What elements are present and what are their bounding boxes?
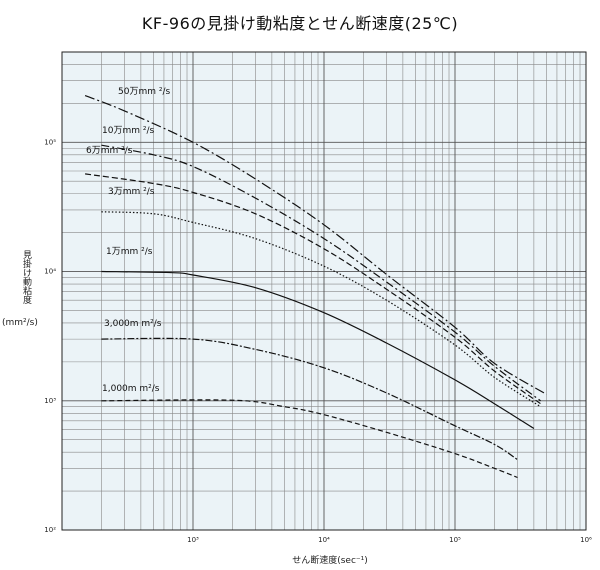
series-labels: 50万mm ²/s 10万mm ²/s 6万mm ²/s 3万mm ²/s 1万mm ²… [86, 87, 170, 394]
x-tick-label: 10³ [187, 536, 199, 544]
y-tick-label: 10⁴ [44, 268, 56, 276]
series-label-2: 6万mm ²/s [86, 146, 133, 156]
x-tick-label: 10⁶ [580, 536, 592, 544]
y-tick-label: 10² [44, 526, 56, 534]
series-label-5: 3,000m m²/s [104, 319, 162, 329]
y-axis-label: 見掛け動粘度 [21, 250, 31, 304]
series-label-1: 10万mm ²/s [102, 126, 154, 136]
x-axis-label: せん断速度(sec⁻¹) [292, 556, 368, 566]
y-tick-label: 10⁵ [44, 138, 56, 146]
series-line-2 [85, 173, 541, 405]
x-tick-label: 10⁴ [318, 536, 330, 544]
series-label-4: 1万mm ²/s [106, 247, 153, 257]
series-layer [84, 95, 547, 479]
chart-title: KF-96の見掛け動粘度とせん断速度(25℃) [141, 14, 459, 33]
plot-frame [61, 51, 587, 531]
series-label-0: 50万mm ²/s [118, 87, 170, 97]
series-label-3: 3万mm ²/s [108, 187, 155, 197]
series-line-0 [84, 95, 547, 395]
series-line-4 [101, 270, 535, 430]
y-tick-label: 10³ [44, 397, 56, 405]
series-line-3 [101, 211, 541, 408]
series-line-5 [101, 337, 518, 461]
series-line-1 [101, 144, 541, 402]
x-tick-label: 10⁵ [449, 536, 461, 544]
tick-labels: 10³ 10⁴ 10⁵ 10⁶ 10² 10³ 10⁴ 10⁵ [44, 138, 592, 544]
series-label-6: 1,000m m²/s [102, 384, 160, 394]
series-line-6 [101, 399, 518, 479]
y-axis-unit: (mm²/s) [2, 318, 38, 328]
